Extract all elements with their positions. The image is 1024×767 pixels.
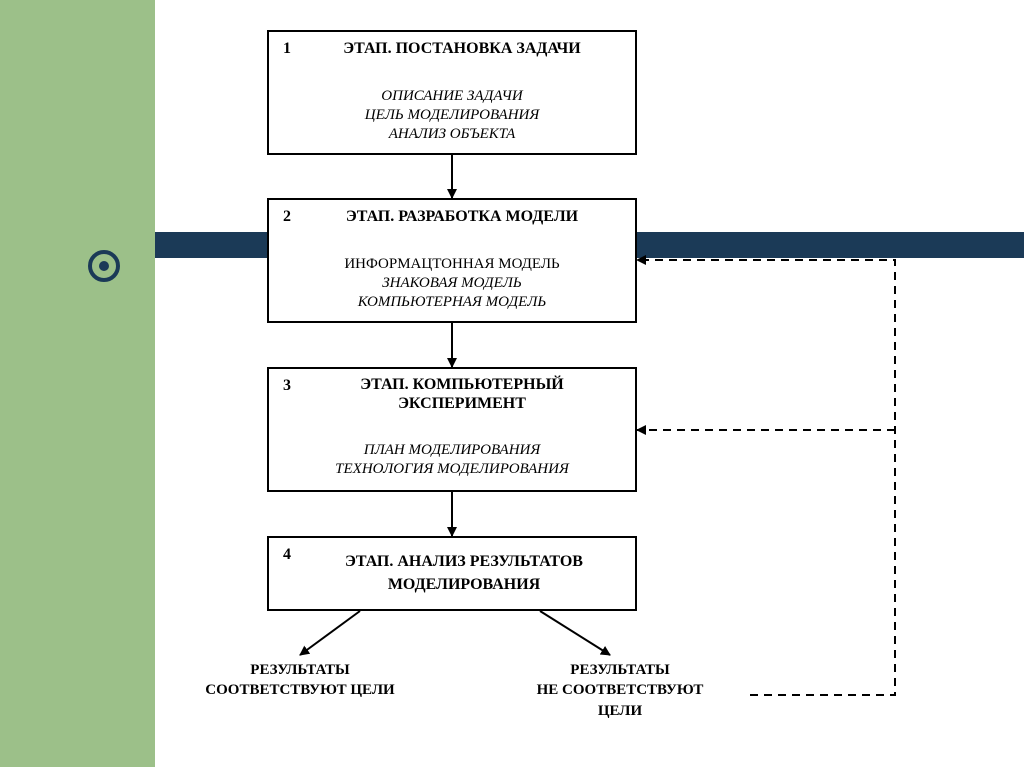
- stage-4-box: 4 ЭТАП. АНАЛИЗ РЕЗУЛЬТАТОВ МОДЕЛИРОВАНИЯ: [267, 536, 637, 611]
- stage-1-line-1: ОПИСАНИЕ ЗАДАЧИ: [269, 87, 635, 106]
- stage-1-title: ЭТАП. ПОСТАНОВКА ЗАДАЧИ: [269, 40, 635, 58]
- stage-1-body: ОПИСАНИЕ ЗАДАЧИ ЦЕЛЬ МОДЕЛИРОВАНИЯ АНАЛИ…: [269, 87, 635, 143]
- stage-1-line-2: ЦЕЛЬ МОДЕЛИРОВАНИЯ: [269, 106, 635, 125]
- stage-4-title: ЭТАП. АНАЛИЗ РЕЗУЛЬТАТОВ МОДЕЛИРОВАНИЯ: [269, 550, 635, 596]
- outcome-nomatch-line2: НЕ СООТВЕТСТВУЮТ: [490, 680, 750, 700]
- bullet-inner: [99, 261, 109, 271]
- stage-3-line-2: ТЕХНОЛОГИЯ МОДЕЛИРОВАНИЯ: [269, 460, 635, 479]
- stage-2-body: ИНФОРМАЦТОННАЯ МОДЕЛЬ ЗНАКОВАЯ МОДЕЛЬ КО…: [269, 255, 635, 311]
- outcome-match-line2: СООТВЕТСТВУЮТ ЦЕЛИ: [170, 680, 430, 700]
- outcome-nomatch: РЕЗУЛЬТАТЫ НЕ СООТВЕТСТВУЮТ ЦЕЛИ: [490, 660, 750, 721]
- diagram-canvas: 1 ЭТАП. ПОСТАНОВКА ЗАДАЧИ ОПИСАНИЕ ЗАДАЧ…: [0, 0, 1024, 767]
- stage-2-line-3: КОМПЬЮТЕРНАЯ МОДЕЛЬ: [269, 293, 635, 312]
- outcome-match: РЕЗУЛЬТАТЫ СООТВЕТСТВУЮТ ЦЕЛИ: [170, 660, 430, 701]
- stage-1-line-3: АНАЛИЗ ОБЪЕКТА: [269, 125, 635, 144]
- stage-2-line-2: ЗНАКОВАЯ МОДЕЛЬ: [269, 274, 635, 293]
- stage-2-box: 2 ЭТАП. РАЗРАБОТКА МОДЕЛИ ИНФОРМАЦТОННАЯ…: [267, 198, 637, 323]
- outcome-match-line1: РЕЗУЛЬТАТЫ: [170, 660, 430, 680]
- stage-3-title: ЭТАП. КОМПЬЮТЕРНЫЙ ЭКСПЕРИМЕНТ: [269, 375, 635, 413]
- stage-1-box: 1 ЭТАП. ПОСТАНОВКА ЗАДАЧИ ОПИСАНИЕ ЗАДАЧ…: [267, 30, 637, 155]
- sidebar-panel: [0, 0, 155, 767]
- stage-3-body: ПЛАН МОДЕЛИРОВАНИЯ ТЕХНОЛОГИЯ МОДЕЛИРОВА…: [269, 441, 635, 479]
- outcome-nomatch-line1: РЕЗУЛЬТАТЫ: [490, 660, 750, 680]
- stage-3-line-1: ПЛАН МОДЕЛИРОВАНИЯ: [269, 441, 635, 460]
- stage-3-box: 3 ЭТАП. КОМПЬЮТЕРНЫЙ ЭКСПЕРИМЕНТ ПЛАН МО…: [267, 367, 637, 492]
- stage-2-line-1: ИНФОРМАЦТОННАЯ МОДЕЛЬ: [269, 255, 635, 274]
- stage-2-title: ЭТАП. РАЗРАБОТКА МОДЕЛИ: [269, 208, 635, 226]
- outcome-nomatch-line3: ЦЕЛИ: [490, 701, 750, 721]
